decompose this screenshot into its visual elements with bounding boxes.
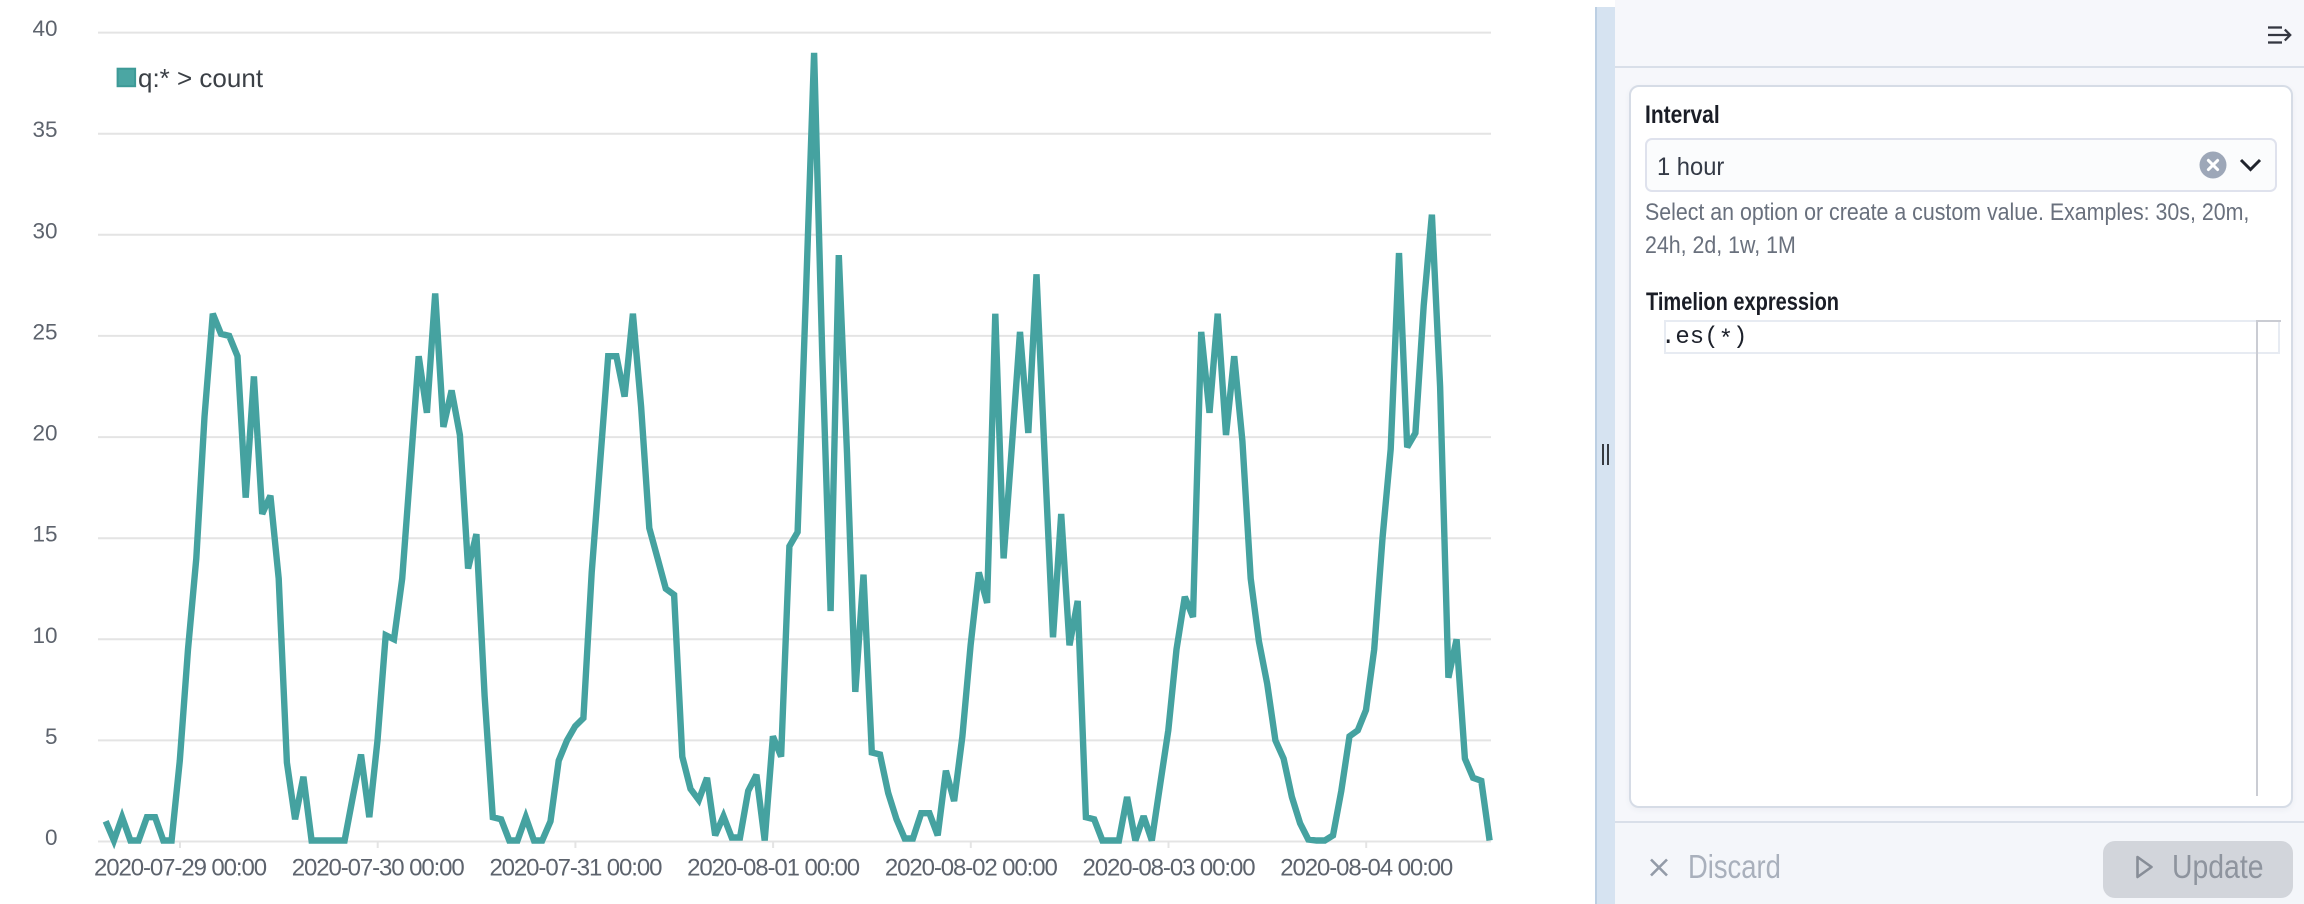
svg-text:2020-08-03 00:00: 2020-08-03 00:00: [1083, 855, 1256, 882]
svg-text:20: 20: [32, 421, 57, 446]
svg-text:q:* > count: q:* > count: [138, 63, 264, 93]
svg-text:0: 0: [45, 825, 58, 850]
svg-text:5: 5: [45, 724, 58, 749]
svg-text:2020-08-04 00:00: 2020-08-04 00:00: [1280, 855, 1453, 882]
svg-text:2020-07-29 00:00: 2020-07-29 00:00: [94, 855, 267, 882]
svg-text:25: 25: [32, 319, 57, 344]
svg-text:15: 15: [32, 522, 57, 547]
svg-text:2020-07-31 00:00: 2020-07-31 00:00: [489, 855, 662, 882]
svg-text:2020-08-02 00:00: 2020-08-02 00:00: [885, 855, 1058, 882]
svg-text:30: 30: [32, 218, 57, 243]
svg-text:10: 10: [32, 623, 57, 648]
svg-text:2020-07-30 00:00: 2020-07-30 00:00: [292, 855, 465, 882]
svg-text:40: 40: [32, 16, 57, 41]
svg-text:2020-08-01 00:00: 2020-08-01 00:00: [687, 855, 860, 882]
svg-text:35: 35: [32, 117, 57, 142]
